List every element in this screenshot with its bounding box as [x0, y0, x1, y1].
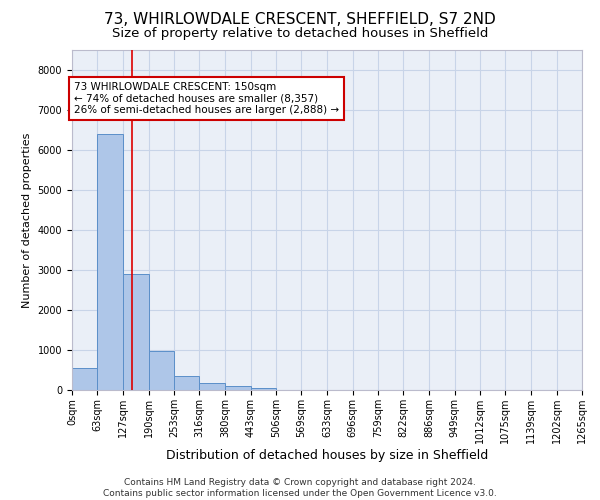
Bar: [251, 388, 276, 390]
Text: 73, WHIRLOWDALE CRESCENT, SHEFFIELD, S7 2ND: 73, WHIRLOWDALE CRESCENT, SHEFFIELD, S7 …: [104, 12, 496, 28]
Y-axis label: Number of detached properties: Number of detached properties: [22, 132, 32, 308]
Bar: [123, 274, 149, 390]
Bar: [225, 386, 251, 390]
Text: 73 WHIRLOWDALE CRESCENT: 150sqm
← 74% of detached houses are smaller (8,357)
26%: 73 WHIRLOWDALE CRESCENT: 150sqm ← 74% of…: [74, 82, 339, 115]
Text: Size of property relative to detached houses in Sheffield: Size of property relative to detached ho…: [112, 28, 488, 40]
X-axis label: Distribution of detached houses by size in Sheffield: Distribution of detached houses by size …: [166, 448, 488, 462]
Bar: [97, 134, 123, 390]
Bar: [72, 368, 97, 390]
Bar: [174, 376, 199, 390]
Bar: [199, 383, 225, 390]
Bar: [149, 351, 174, 390]
Text: Contains HM Land Registry data © Crown copyright and database right 2024.
Contai: Contains HM Land Registry data © Crown c…: [103, 478, 497, 498]
